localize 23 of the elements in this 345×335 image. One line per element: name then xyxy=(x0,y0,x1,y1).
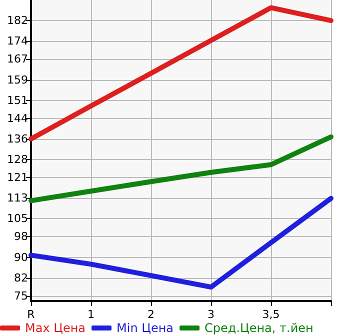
x-tick-label: 3,5 xyxy=(262,308,280,321)
x-tick-label: 2 xyxy=(148,308,154,321)
x-tick-label: 1 xyxy=(88,308,94,321)
y-tick-label: 105 xyxy=(7,212,28,226)
y-tick-label: 182 xyxy=(7,14,28,28)
y-tick-label: 159 xyxy=(7,73,28,86)
y-tick-label: 90 xyxy=(14,250,28,264)
y-tick-label: 75 xyxy=(14,289,28,302)
legend-label: Max Цена xyxy=(25,321,86,335)
x-tick-label: 3 xyxy=(208,308,214,321)
y-tick-label: 144 xyxy=(7,112,28,125)
y-tick-label: 151 xyxy=(7,94,28,107)
y-tick-label: 167 xyxy=(7,52,28,66)
y-tick-label: 136 xyxy=(7,132,28,146)
y-tick-label: 98 xyxy=(14,230,28,244)
y-tick-label: 113 xyxy=(7,192,28,205)
x-tick-label: R xyxy=(27,308,36,321)
y-tick-label: 174 xyxy=(7,34,28,48)
y-tick-label: 82 xyxy=(14,271,28,284)
legend-label: Сред.Цена, т.йен xyxy=(204,321,314,335)
y-tick-label: 128 xyxy=(7,153,28,166)
legend-label: Min Цена xyxy=(116,321,174,335)
y-tick-label: 121 xyxy=(7,171,28,184)
